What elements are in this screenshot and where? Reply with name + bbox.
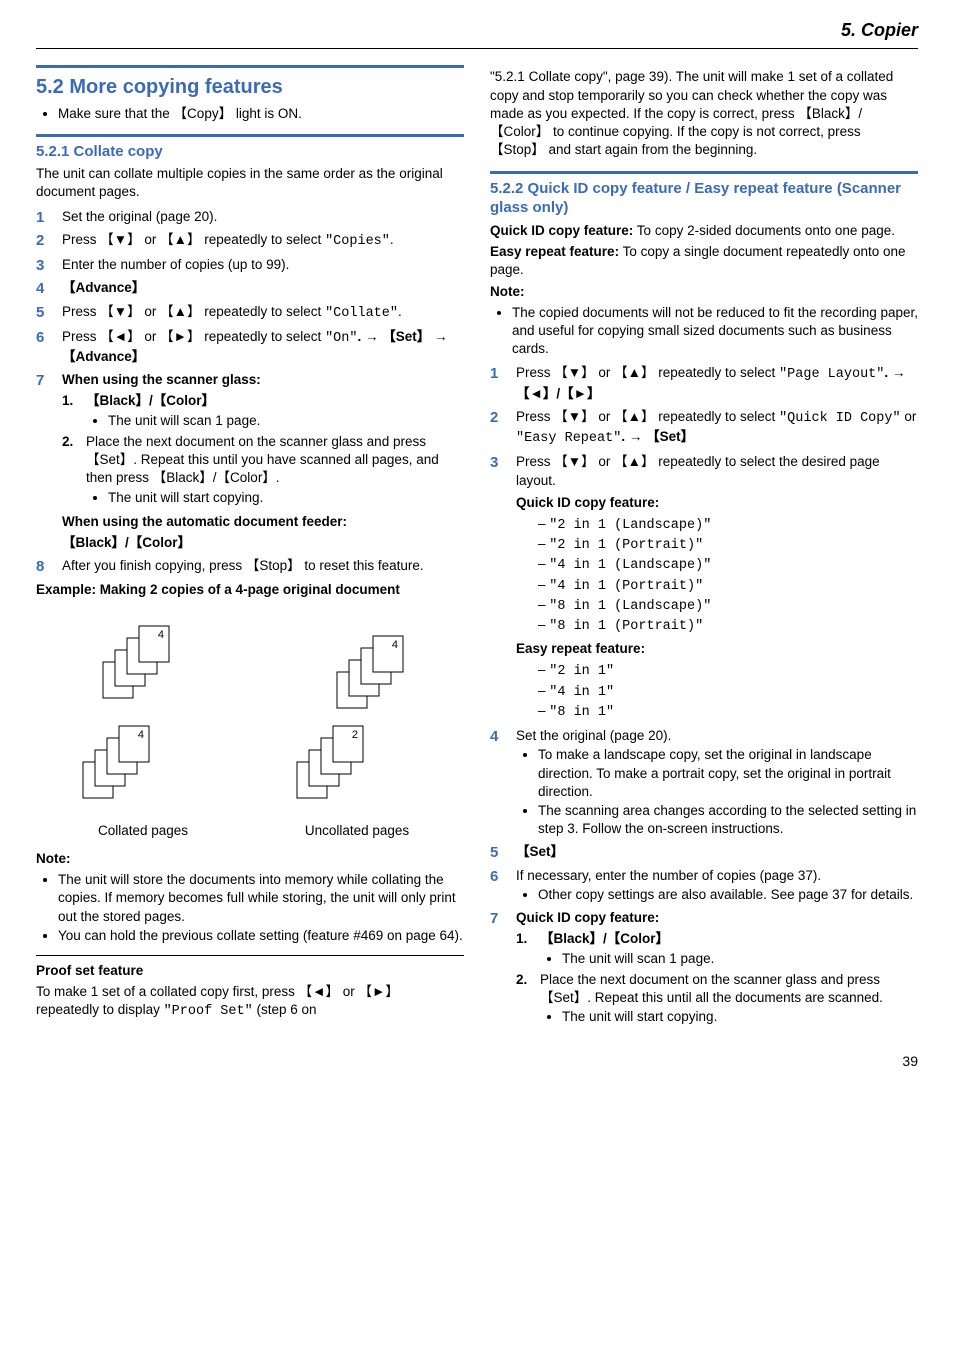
substep: Place the next document on the scanner g… — [62, 433, 464, 507]
substep: 【Black】/【Color】 The unit will scan 1 pag… — [516, 930, 918, 967]
svg-text:4: 4 — [158, 629, 164, 641]
step: Quick ID copy feature: 【Black】/【Color】 T… — [490, 909, 918, 1026]
step: Set the original (page 20). — [36, 208, 464, 226]
sub-bullet: The unit will start copying. — [562, 1008, 918, 1026]
substep: Place the next document on the scanner g… — [516, 971, 918, 1027]
sub-bullet: To make a landscape copy, set the origin… — [538, 746, 918, 801]
svg-text:4: 4 — [138, 729, 144, 741]
page-number: 39 — [36, 1052, 918, 1071]
step: 【Set】 — [490, 843, 918, 861]
step: Press 【▼】 or 【▲】 repeatedly to select th… — [490, 453, 918, 722]
step: Press 【▼】 or 【▲】 repeatedly to select "C… — [36, 231, 464, 251]
quickid-desc: Quick ID copy feature: To copy 2-sided d… — [490, 222, 918, 240]
collate-figure: 12341234 11223344 — [36, 612, 464, 812]
step: Press 【▼】 or 【▲】 repeatedly to select "C… — [36, 303, 464, 323]
subsection-title: 5.2.1 Collate copy — [36, 143, 464, 162]
caption-collated: Collated pages — [36, 822, 250, 840]
dash-item: "8 in 1" — [538, 702, 918, 722]
dash-item: "4 in 1 (Landscape)" — [538, 555, 918, 575]
dash-item: "2 in 1 (Landscape)" — [538, 515, 918, 535]
dash-item: "2 in 1" — [538, 661, 918, 681]
note-label: Note: — [490, 283, 918, 301]
dash-item: "2 in 1 (Portrait)" — [538, 535, 918, 555]
sub-bullet: The unit will start copying. — [108, 489, 464, 507]
step: 【Advance】 — [36, 279, 464, 297]
dash-item: "4 in 1" — [538, 682, 918, 702]
continuation-text: "5.2.1 Collate copy", page 39). The unit… — [490, 68, 918, 159]
subsection-title: 5.2.2 Quick ID copy feature / Easy repea… — [490, 180, 918, 218]
step: If necessary, enter the number of copies… — [490, 867, 918, 904]
sub-bullet: The scanning area changes according to t… — [538, 802, 918, 838]
step: Enter the number of copies (up to 99). — [36, 256, 464, 274]
proof-text: To make 1 set of a collated copy first, … — [36, 983, 464, 1021]
dash-item: "4 in 1 (Portrait)" — [538, 576, 918, 596]
left-column: 5.2 More copying features Make sure that… — [36, 65, 464, 1032]
sub1-intro: The unit can collate multiple copies in … — [36, 165, 464, 201]
note-label: Note: — [36, 850, 464, 868]
step: Press 【▼】 or 【▲】 repeatedly to select "P… — [490, 364, 918, 402]
dash-item: "8 in 1 (Portrait)" — [538, 616, 918, 636]
dash-item: "8 in 1 (Landscape)" — [538, 596, 918, 616]
step: When using the scanner glass: 【Black】/【C… — [36, 371, 464, 552]
intro-bullet: Make sure that the 【Copy】 light is ON. — [58, 105, 464, 123]
caption-uncollated: Uncollated pages — [250, 822, 464, 840]
easy-desc: Easy repeat feature: To copy a single do… — [490, 243, 918, 279]
proof-title: Proof set feature — [36, 962, 464, 980]
substep: 【Black】/【Color】 The unit will scan 1 pag… — [62, 392, 464, 429]
note-item: You can hold the previous collate settin… — [58, 927, 464, 945]
sub-bullet: The unit will scan 1 page. — [562, 950, 918, 968]
step: Press 【▼】 or 【▲】 repeatedly to select "Q… — [490, 408, 918, 448]
example-title: Example: Making 2 copies of a 4-page ori… — [36, 581, 464, 599]
chapter-header: 5. Copier — [36, 18, 918, 49]
sub-bullet: The unit will scan 1 page. — [108, 412, 464, 430]
svg-text:2: 2 — [352, 729, 358, 741]
note-item: The copied documents will not be reduced… — [512, 304, 918, 359]
right-column: "5.2.1 Collate copy", page 39). The unit… — [490, 65, 918, 1032]
step: Set the original (page 20). To make a la… — [490, 727, 918, 838]
svg-text:4: 4 — [392, 639, 398, 651]
note-item: The unit will store the documents into m… — [58, 871, 464, 926]
sub-bullet: Other copy settings are also available. … — [538, 886, 918, 904]
step: After you finish copying, press 【Stop】 t… — [36, 557, 464, 575]
step: Press 【◄】 or 【►】 repeatedly to select "O… — [36, 328, 464, 366]
section-title: 5.2 More copying features — [36, 74, 464, 101]
